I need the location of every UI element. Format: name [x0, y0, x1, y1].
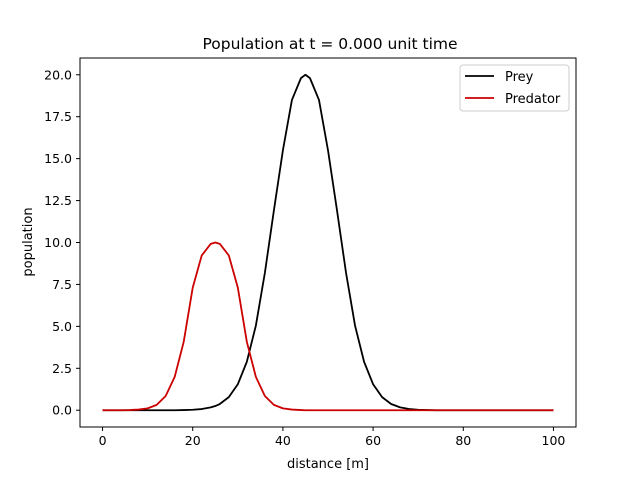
y-axis: 0.0 2.5 5.0 7.5 10.0 12.5 15.0 17.5 20.0	[44, 67, 80, 418]
y-tick-label: 10.0	[44, 235, 72, 250]
x-axis: 0 20 40 60 80 100	[99, 427, 566, 448]
x-tick-label: 60	[365, 433, 381, 448]
x-tick-label: 100	[542, 433, 566, 448]
legend: Prey Predator	[459, 64, 570, 112]
x-axis-label: distance [m]	[287, 457, 369, 472]
x-tick-label: 40	[275, 433, 291, 448]
y-tick-label: 17.5	[44, 109, 72, 124]
y-tick-label: 12.5	[44, 193, 72, 208]
plot-area	[102, 73, 554, 412]
y-tick-label: 7.5	[52, 277, 72, 292]
chart-title: Population at t = 0.000 unit time	[202, 35, 457, 53]
x-tick-label: 20	[185, 433, 201, 448]
y-tick-label: 2.5	[52, 361, 72, 376]
y-axis-label: population	[21, 207, 36, 276]
y-tick-label: 20.0	[44, 67, 72, 82]
y-tick-label: 0.0	[52, 403, 72, 418]
legend-label-predator: Predator	[505, 92, 561, 107]
y-tick-label: 15.0	[44, 151, 72, 166]
series-line-predator	[102, 241, 554, 412]
y-tick-label: 5.0	[52, 319, 72, 334]
x-tick-label: 80	[455, 433, 471, 448]
x-tick-label: 0	[99, 433, 107, 448]
legend-label-prey: Prey	[505, 70, 534, 85]
